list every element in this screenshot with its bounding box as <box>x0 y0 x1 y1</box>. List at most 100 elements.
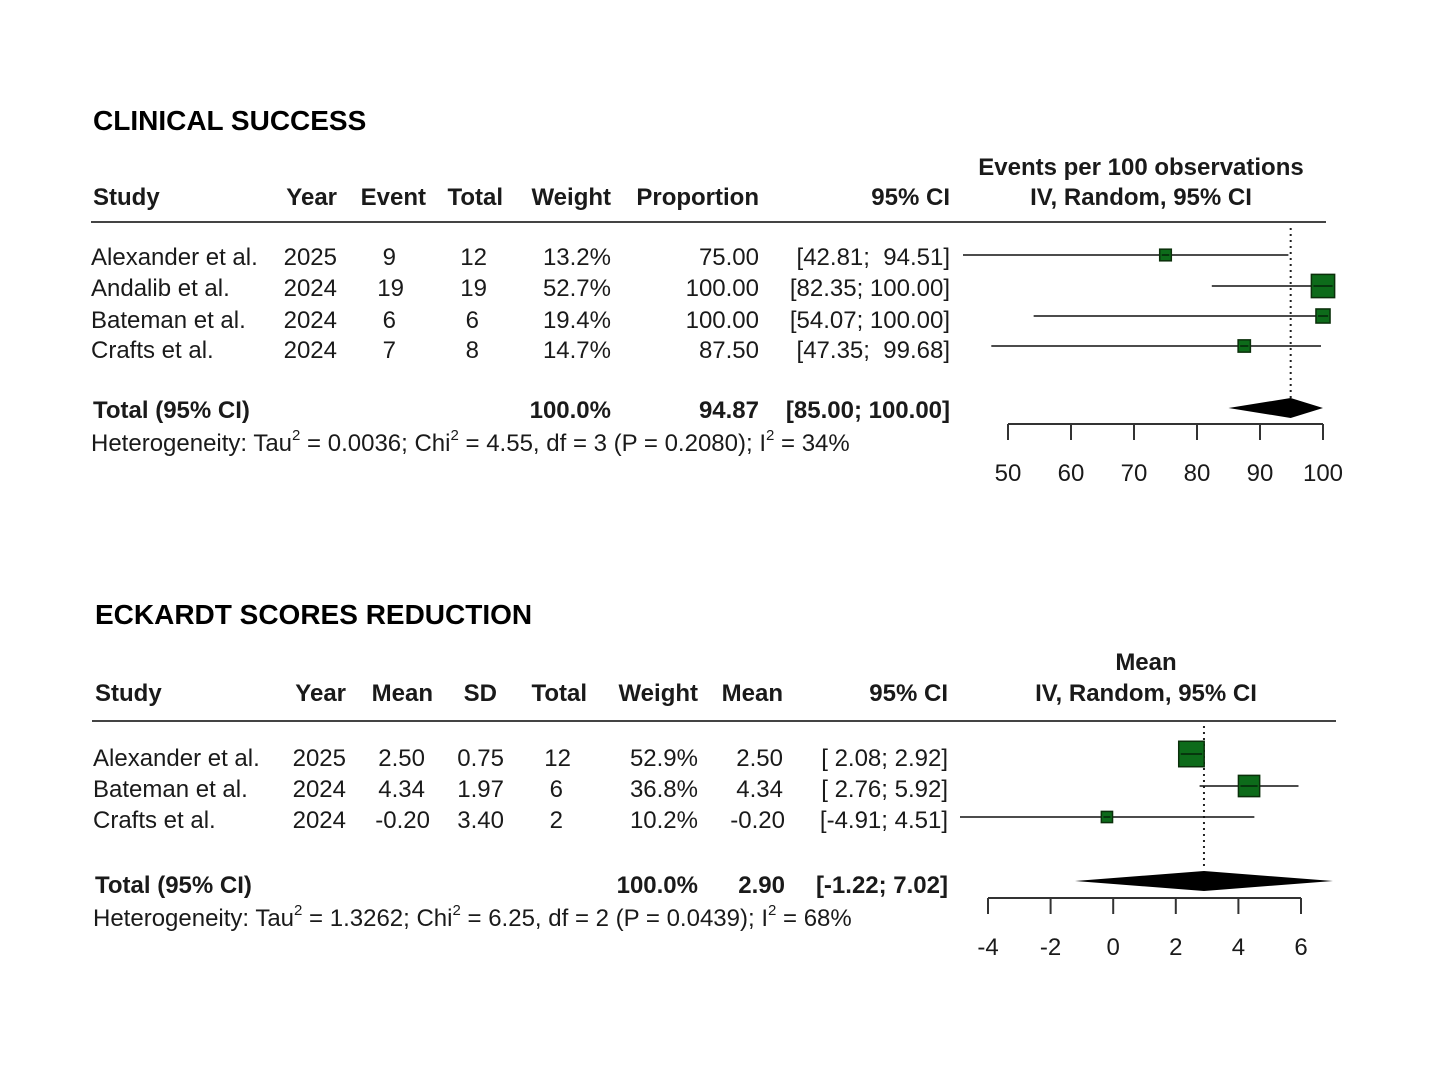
total-weight: 100.0% <box>530 397 611 424</box>
study-total: 8 <box>466 337 479 364</box>
col-header-total: Total <box>447 184 503 211</box>
study-estimate: 4.34 <box>736 776 783 803</box>
study-weight: 14.7% <box>543 337 611 364</box>
study-estimate: 87.50 <box>699 337 759 364</box>
study-estimate: 2.50 <box>736 745 783 772</box>
study-estimate: 100.00 <box>686 275 759 302</box>
study-estimate: 100.00 <box>686 307 759 334</box>
col-header-sd: SD <box>464 680 497 707</box>
study-estimate: -0.20 <box>730 807 785 834</box>
study-weight: 10.2% <box>630 807 698 834</box>
col-header-ci: 95% CI <box>869 680 948 707</box>
x-tick-label: 70 <box>1121 460 1148 487</box>
pooled-diamond <box>1228 398 1323 418</box>
study-weight: 52.7% <box>543 275 611 302</box>
study-year: 2024 <box>284 275 337 302</box>
panel-eckardt-scores: ECKARDT SCORES REDUCTION Mean IV, Random… <box>92 599 1336 961</box>
study-name: Crafts et al. <box>91 337 214 364</box>
study-name: Alexander et al. <box>91 244 258 271</box>
col-header-weight: Weight <box>531 184 611 211</box>
study-name: Bateman et al. <box>93 776 248 803</box>
col-header-estimate: Mean <box>722 680 783 707</box>
study-weight: 19.4% <box>543 307 611 334</box>
x-tick-label: 4 <box>1232 934 1245 961</box>
header-effect-measure: Events per 100 observations <box>978 154 1303 181</box>
study-ci: [82.35; 100.00] <box>790 275 950 302</box>
header-method: IV, Random, 95% CI <box>1035 680 1257 707</box>
col-header-ci: 95% CI <box>871 184 950 211</box>
x-tick-label: 60 <box>1058 460 1085 487</box>
heterogeneity-text: Heterogeneity: Tau2 = 1.3262; Chi2 = 6.2… <box>93 902 852 932</box>
study-total: 19 <box>460 275 487 302</box>
col-header-study: Study <box>95 680 162 707</box>
x-tick-label: -4 <box>977 934 998 961</box>
x-tick-label: -2 <box>1040 934 1061 961</box>
study-name: Alexander et al. <box>93 745 260 772</box>
total-label: Total (95% CI) <box>95 872 252 899</box>
study-year: 2024 <box>293 776 346 803</box>
x-tick-label: 50 <box>995 460 1022 487</box>
study-ci: [ 2.08; 2.92] <box>821 745 948 772</box>
col-header-event: Event <box>361 184 426 211</box>
study-events: 6 <box>383 307 396 334</box>
col-header-proportion: Proportion <box>636 184 759 211</box>
x-tick-label: 2 <box>1169 934 1182 961</box>
study-sd: 3.40 <box>457 807 504 834</box>
study-year: 2025 <box>293 745 346 772</box>
study-weight: 13.2% <box>543 244 611 271</box>
x-tick-label: 0 <box>1107 934 1120 961</box>
col-header-year: Year <box>295 680 346 707</box>
study-name: Crafts et al. <box>93 807 216 834</box>
header-method: IV, Random, 95% CI <box>1030 184 1252 211</box>
total-ci: [85.00; 100.00] <box>786 397 950 424</box>
study-total: 12 <box>544 745 571 772</box>
panel-clinical-success: CLINICAL SUCCESS Events per 100 observat… <box>91 105 1343 487</box>
study-events: 9 <box>383 244 396 271</box>
header-effect-measure: Mean <box>1115 649 1176 676</box>
col-header-weight: Weight <box>618 680 698 707</box>
x-tick-label: 90 <box>1247 460 1274 487</box>
study-year: 2024 <box>284 307 337 334</box>
study-sd: 0.75 <box>457 745 504 772</box>
study-ci: [ 2.76; 5.92] <box>821 776 948 803</box>
forest-plot-area: 50 60 70 80 90 100 <box>963 228 1343 487</box>
study-year: 2024 <box>284 337 337 364</box>
study-ci: [47.35; 99.68] <box>797 337 950 364</box>
forest-plot-area: -4 -2 0 2 4 6 <box>960 726 1333 961</box>
study-year: 2025 <box>284 244 337 271</box>
col-header-year: Year <box>286 184 337 211</box>
study-name: Bateman et al. <box>91 307 246 334</box>
panel-title: CLINICAL SUCCESS <box>93 105 366 136</box>
study-total: 12 <box>460 244 487 271</box>
study-events: 7 <box>383 337 396 364</box>
study-mean: 4.34 <box>378 776 425 803</box>
total-label: Total (95% CI) <box>93 397 250 424</box>
study-name: Andalib et al. <box>91 275 230 302</box>
col-header-total: Total <box>531 680 587 707</box>
study-weight: 36.8% <box>630 776 698 803</box>
total-estimate: 94.87 <box>699 397 759 424</box>
study-estimate: 75.00 <box>699 244 759 271</box>
study-weight: 52.9% <box>630 745 698 772</box>
study-mean: 2.50 <box>378 745 425 772</box>
col-header-mean: Mean <box>372 680 433 707</box>
study-ci: [54.07; 100.00] <box>790 307 950 334</box>
x-tick-label: 100 <box>1303 460 1343 487</box>
study-total: 2 <box>550 807 563 834</box>
total-weight: 100.0% <box>617 872 698 899</box>
study-total: 6 <box>466 307 479 334</box>
study-ci: [42.81; 94.51] <box>797 244 950 271</box>
total-estimate: 2.90 <box>738 872 785 899</box>
study-total: 6 <box>550 776 563 803</box>
x-tick-label: 6 <box>1294 934 1307 961</box>
total-ci: [-1.22; 7.02] <box>816 872 948 899</box>
x-tick-label: 80 <box>1184 460 1211 487</box>
study-year: 2024 <box>293 807 346 834</box>
study-sd: 1.97 <box>457 776 504 803</box>
study-mean: -0.20 <box>375 807 430 834</box>
pooled-diamond <box>1075 871 1333 891</box>
heterogeneity-text: Heterogeneity: Tau2 = 0.0036; Chi2 = 4.5… <box>91 427 850 457</box>
study-ci: [-4.91; 4.51] <box>820 807 948 834</box>
col-header-study: Study <box>93 184 160 211</box>
